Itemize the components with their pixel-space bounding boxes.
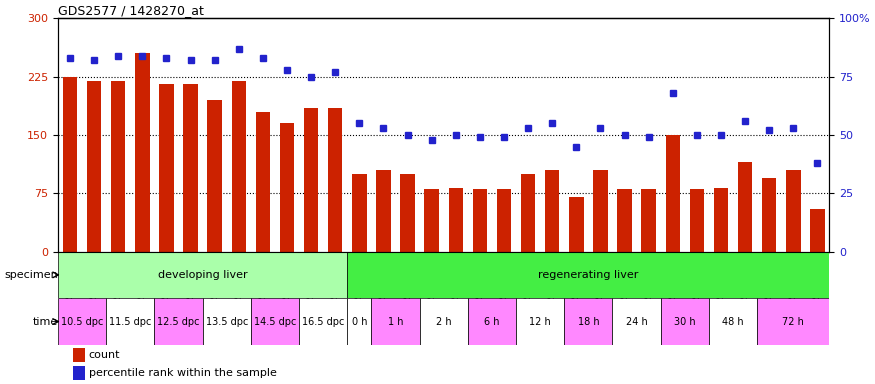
FancyBboxPatch shape: [516, 298, 564, 345]
Bar: [280, 123, 294, 252]
Bar: [786, 170, 801, 252]
Bar: [762, 178, 776, 252]
Text: 12.5 dpc: 12.5 dpc: [158, 316, 200, 326]
FancyBboxPatch shape: [757, 298, 830, 345]
Text: percentile rank within the sample: percentile rank within the sample: [88, 368, 276, 378]
Bar: [666, 135, 680, 252]
Text: 24 h: 24 h: [626, 316, 648, 326]
Bar: [232, 81, 246, 252]
Bar: [352, 174, 367, 252]
Bar: [545, 170, 559, 252]
Text: developing liver: developing liver: [158, 270, 248, 280]
FancyBboxPatch shape: [299, 298, 347, 345]
Bar: [521, 174, 536, 252]
Bar: [617, 189, 632, 252]
Bar: [690, 189, 704, 252]
FancyBboxPatch shape: [564, 298, 612, 345]
Text: 16.5 dpc: 16.5 dpc: [302, 316, 345, 326]
Bar: [424, 189, 439, 252]
Bar: [74, 366, 85, 380]
Text: 12 h: 12 h: [529, 316, 551, 326]
Bar: [376, 170, 390, 252]
Text: 72 h: 72 h: [782, 316, 804, 326]
Bar: [449, 188, 463, 252]
Text: 1 h: 1 h: [388, 316, 403, 326]
FancyBboxPatch shape: [612, 298, 661, 345]
Bar: [473, 189, 487, 252]
Bar: [569, 197, 584, 252]
Text: 18 h: 18 h: [578, 316, 599, 326]
FancyBboxPatch shape: [347, 252, 830, 298]
Bar: [593, 170, 607, 252]
Bar: [255, 112, 270, 252]
Bar: [641, 189, 656, 252]
Text: 11.5 dpc: 11.5 dpc: [109, 316, 151, 326]
FancyBboxPatch shape: [203, 298, 251, 345]
FancyBboxPatch shape: [154, 298, 203, 345]
Text: 30 h: 30 h: [674, 316, 696, 326]
FancyBboxPatch shape: [468, 298, 516, 345]
Bar: [111, 81, 125, 252]
FancyBboxPatch shape: [661, 298, 709, 345]
Text: 14.5 dpc: 14.5 dpc: [254, 316, 296, 326]
Bar: [738, 162, 752, 252]
Text: 6 h: 6 h: [484, 316, 500, 326]
FancyBboxPatch shape: [420, 298, 468, 345]
Bar: [207, 100, 222, 252]
Text: regenerating liver: regenerating liver: [538, 270, 639, 280]
Text: count: count: [88, 350, 120, 360]
Text: 10.5 dpc: 10.5 dpc: [61, 316, 103, 326]
FancyBboxPatch shape: [251, 298, 299, 345]
Bar: [135, 53, 150, 252]
Text: 0 h: 0 h: [352, 316, 367, 326]
Bar: [497, 189, 511, 252]
Text: time: time: [32, 316, 58, 326]
FancyBboxPatch shape: [371, 298, 420, 345]
Text: specimen: specimen: [4, 270, 58, 280]
Text: 2 h: 2 h: [436, 316, 452, 326]
FancyBboxPatch shape: [58, 252, 347, 298]
Bar: [714, 188, 728, 252]
FancyBboxPatch shape: [709, 298, 757, 345]
Bar: [159, 84, 173, 252]
Bar: [63, 77, 77, 252]
Bar: [328, 108, 342, 252]
Text: 13.5 dpc: 13.5 dpc: [206, 316, 248, 326]
Bar: [87, 81, 102, 252]
FancyBboxPatch shape: [106, 298, 154, 345]
Bar: [304, 108, 318, 252]
FancyBboxPatch shape: [58, 298, 106, 345]
Text: GDS2577 / 1428270_at: GDS2577 / 1428270_at: [58, 4, 204, 17]
Bar: [810, 209, 824, 252]
Bar: [74, 348, 85, 362]
Bar: [400, 174, 415, 252]
Text: 48 h: 48 h: [722, 316, 744, 326]
FancyBboxPatch shape: [347, 298, 371, 345]
Bar: [183, 84, 198, 252]
